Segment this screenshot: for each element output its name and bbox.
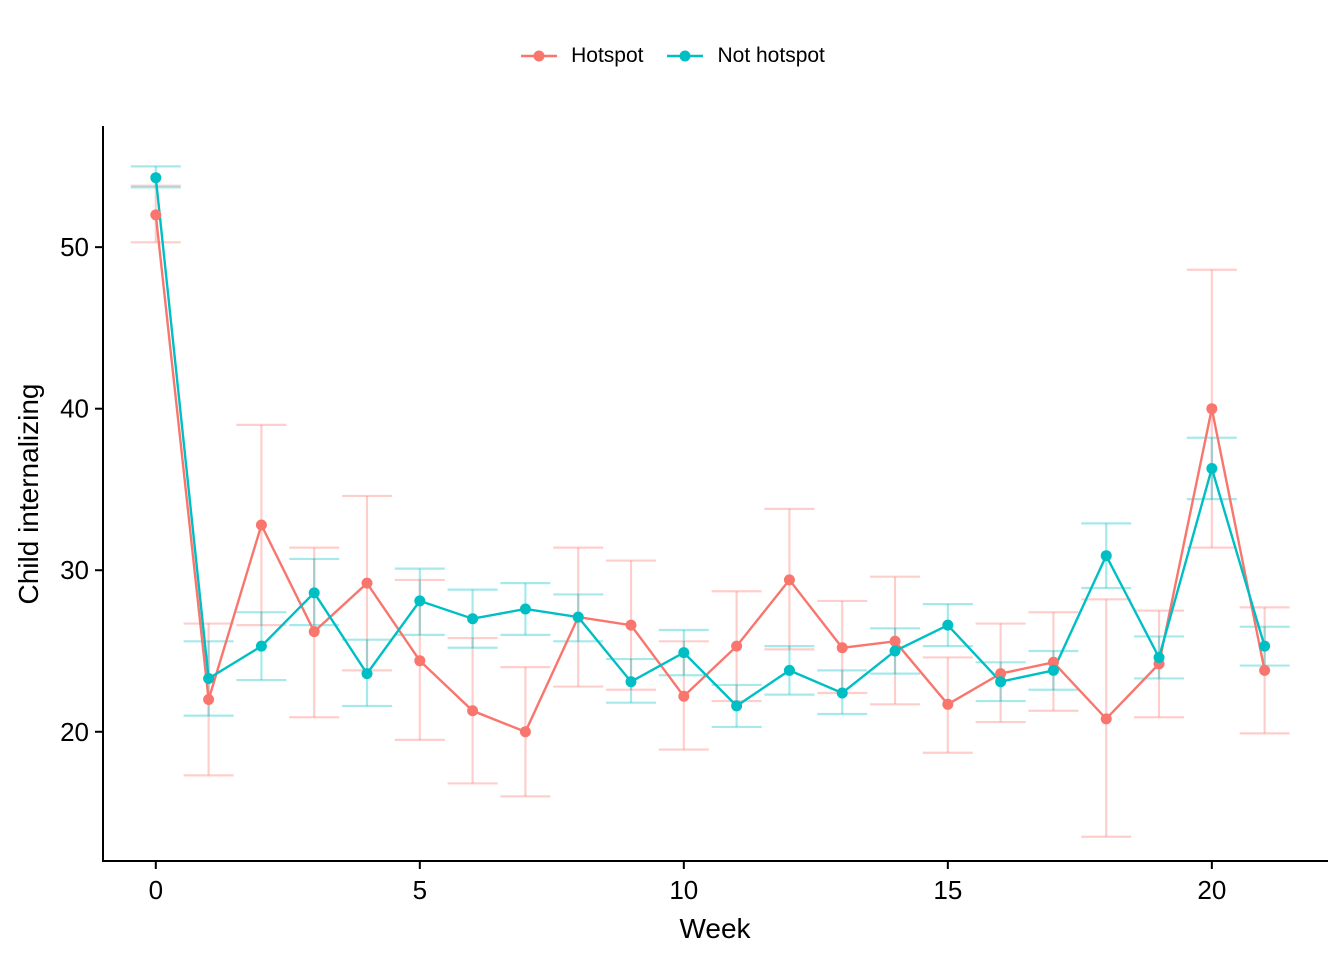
point-not-hotspot-week-17 <box>1047 664 1059 676</box>
x-axis-ticks: 0 5 10 15 20 <box>149 861 1226 905</box>
point-not-hotspot-week-2 <box>255 640 267 652</box>
point-hotspot-week-17 <box>1047 656 1059 668</box>
y-tick-label-50: 50 <box>60 232 89 262</box>
point-not-hotspot-week-4 <box>361 668 373 680</box>
x-tick-label-5: 5 <box>413 875 427 905</box>
point-not-hotspot-week-7 <box>519 603 531 615</box>
x-tick-label-0: 0 <box>149 875 163 905</box>
series-line-hotspot <box>154 214 1266 734</box>
point-hotspot-week-20 <box>1206 403 1218 415</box>
series-lines <box>154 177 1266 734</box>
y-axis-ticks: 20 30 40 50 <box>60 232 103 747</box>
y-axis-title: Child internalizing <box>13 383 44 604</box>
point-hotspot-week-15 <box>942 698 954 710</box>
point-not-hotspot-week-21 <box>1259 640 1271 652</box>
point-not-hotspot-week-12 <box>783 664 795 676</box>
point-hotspot-week-6 <box>467 705 479 717</box>
point-not-hotspot-week-19 <box>1153 651 1165 663</box>
legend-key-hotspot <box>521 50 558 62</box>
point-not-hotspot-week-8 <box>572 611 584 623</box>
point-hotspot-week-2 <box>255 519 267 531</box>
point-hotspot-week-21 <box>1259 664 1271 676</box>
point-hotspot-week-13 <box>836 642 848 654</box>
point-hotspot-week-4 <box>361 577 373 589</box>
legend-label-hotspot: Hotspot <box>571 44 644 67</box>
legend-key-not-hotspot <box>667 50 704 62</box>
point-not-hotspot-week-3 <box>308 587 320 599</box>
legend: Hotspot Not hotspot <box>0 40 1344 72</box>
point-hotspot-week-18 <box>1100 713 1112 725</box>
point-hotspot-week-1 <box>203 693 215 705</box>
y-tick-label-30: 30 <box>60 555 89 585</box>
point-hotspot-week-7 <box>519 726 531 738</box>
point-not-hotspot-week-20 <box>1206 462 1218 474</box>
point-not-hotspot-week-15 <box>942 619 954 631</box>
point-hotspot-week-16 <box>995 668 1007 680</box>
x-tick-label-15: 15 <box>933 875 962 905</box>
point-hotspot-week-9 <box>625 619 637 631</box>
legend-item-hotspot: Hotspot <box>519 44 643 68</box>
point-not-hotspot-week-1 <box>203 672 215 684</box>
point-not-hotspot-week-0 <box>150 172 162 184</box>
y-tick-label-20: 20 <box>60 717 89 747</box>
point-hotspot-week-11 <box>731 640 743 652</box>
point-not-hotspot-week-9 <box>625 676 637 688</box>
error-bars <box>130 165 1290 838</box>
x-tick-label-10: 10 <box>669 875 698 905</box>
y-tick-label-40: 40 <box>60 394 89 424</box>
series-points <box>150 172 1271 738</box>
x-tick-label-20: 20 <box>1197 875 1226 905</box>
point-hotspot-week-12 <box>783 574 795 586</box>
legend-label-not-hotspot: Not hotspot <box>717 44 825 67</box>
point-not-hotspot-week-18 <box>1100 550 1112 562</box>
legend-item-not-hotspot: Not hotspot <box>665 44 825 68</box>
point-hotspot-week-10 <box>678 690 690 702</box>
series-line-not-hotspot <box>154 177 1266 708</box>
x-axis-title: Week <box>679 913 751 944</box>
point-not-hotspot-week-10 <box>678 647 690 659</box>
point-not-hotspot-week-14 <box>889 645 901 657</box>
point-hotspot-week-3 <box>308 626 320 638</box>
point-hotspot-week-5 <box>414 655 426 667</box>
point-not-hotspot-week-16 <box>995 676 1007 688</box>
point-hotspot-week-14 <box>889 635 901 647</box>
point-not-hotspot-week-6 <box>467 613 479 625</box>
point-not-hotspot-week-5 <box>414 595 426 607</box>
point-hotspot-week-0 <box>150 209 162 221</box>
point-not-hotspot-week-11 <box>731 700 743 712</box>
point-not-hotspot-week-13 <box>836 687 848 699</box>
